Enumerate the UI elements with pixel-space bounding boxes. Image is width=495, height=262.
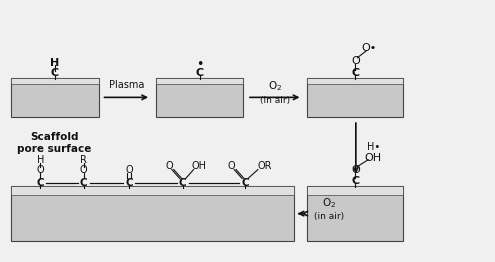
Text: O$_2$: O$_2$: [322, 196, 336, 210]
Polygon shape: [10, 186, 295, 195]
Polygon shape: [10, 78, 99, 117]
Text: O: O: [227, 161, 235, 171]
Polygon shape: [10, 186, 295, 241]
Text: C: C: [37, 178, 44, 188]
Text: O: O: [351, 165, 360, 174]
Text: OH: OH: [191, 161, 206, 171]
Polygon shape: [156, 78, 243, 117]
Polygon shape: [307, 186, 403, 195]
Polygon shape: [10, 78, 99, 84]
Polygon shape: [307, 78, 403, 117]
Text: O: O: [37, 165, 44, 174]
Text: C: C: [351, 68, 359, 78]
Text: C: C: [196, 68, 203, 78]
Text: C: C: [351, 177, 359, 187]
Text: O•: O•: [361, 43, 377, 53]
Text: O: O: [351, 56, 360, 66]
Text: Scaffold: Scaffold: [30, 132, 78, 142]
Text: H: H: [37, 155, 44, 165]
Text: C: C: [80, 178, 88, 188]
Text: R: R: [80, 155, 87, 165]
Polygon shape: [307, 186, 403, 241]
Text: O: O: [125, 165, 133, 174]
Text: C: C: [179, 178, 187, 188]
Text: O: O: [165, 161, 173, 171]
Text: O: O: [80, 165, 88, 174]
Text: Plasma: Plasma: [108, 80, 144, 90]
Text: pore surface: pore surface: [17, 144, 91, 154]
Polygon shape: [156, 78, 243, 84]
Text: C: C: [50, 68, 58, 78]
Text: H: H: [50, 58, 59, 68]
Text: O$_2$: O$_2$: [268, 80, 282, 93]
Text: OH: OH: [365, 153, 382, 163]
Text: H•: H•: [367, 142, 380, 152]
Text: C: C: [241, 178, 249, 188]
Polygon shape: [307, 78, 403, 84]
Text: (in air): (in air): [314, 212, 344, 221]
Text: •: •: [196, 58, 203, 71]
Text: OR: OR: [257, 161, 272, 171]
Text: (In air): (In air): [260, 96, 290, 105]
Text: C: C: [125, 178, 133, 188]
